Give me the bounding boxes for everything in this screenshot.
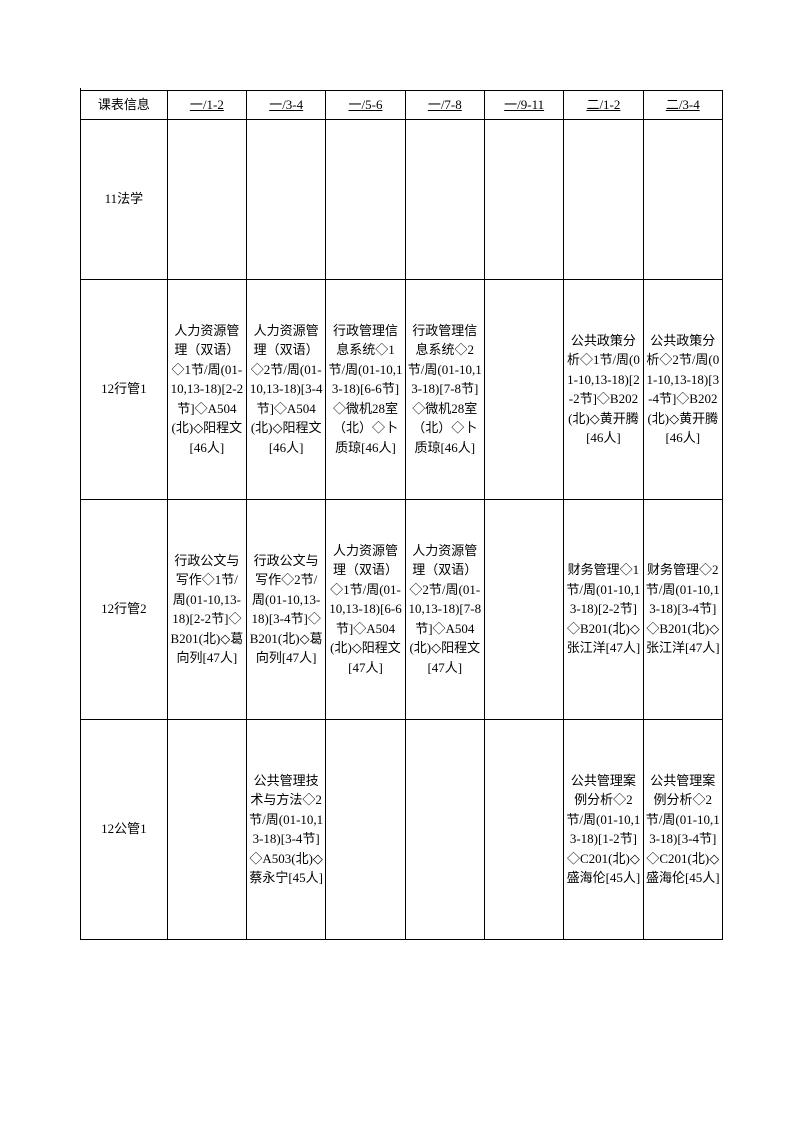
cell: 行政公文与写作◇1节/周(01-10,13-18)[2-2节]◇B201(北)◇… bbox=[167, 499, 246, 719]
cell: 公共管理技术与方法◇2节/周(01-10,13-18)[3-4节]◇A503(北… bbox=[247, 719, 326, 939]
row-label: 12行管2 bbox=[81, 499, 168, 719]
row-label: 11法学 bbox=[81, 119, 168, 279]
header-info: 课表信息 bbox=[81, 91, 168, 120]
cell: 行政管理信息系统◇2节/周(01-10,13-18)[7-8节]◇微机28室（北… bbox=[405, 279, 484, 499]
cell: 人力资源管理（双语）◇2节/周(01-10,13-18)[3-4节]◇A504(… bbox=[247, 279, 326, 499]
cell: 人力资源管理（双语）◇2节/周(01-10,13-18)[7-8节]◇A504(… bbox=[405, 499, 484, 719]
header-tue-3-4: 二/3-4 bbox=[643, 91, 722, 120]
header-mon-3-4: 一/3-4 bbox=[247, 91, 326, 120]
cell bbox=[326, 719, 405, 939]
cell bbox=[484, 279, 563, 499]
row-label: 12行管1 bbox=[81, 279, 168, 499]
table-header-row: 课表信息 一/1-2 一/3-4 一/5-6 一/7-8 一/9-11 二/1-… bbox=[81, 91, 723, 120]
cell bbox=[405, 719, 484, 939]
table-row: 12行管1 人力资源管理（双语）◇1节/周(01-10,13-18)[2-2节]… bbox=[81, 279, 723, 499]
header-mon-7-8: 一/7-8 bbox=[405, 91, 484, 120]
cell bbox=[484, 499, 563, 719]
cell bbox=[564, 119, 643, 279]
table-row: 11法学 bbox=[81, 119, 723, 279]
table-row: 12公管1 公共管理技术与方法◇2节/周(01-10,13-18)[3-4节]◇… bbox=[81, 719, 723, 939]
cell bbox=[247, 119, 326, 279]
header-mon-9-11: 一/9-11 bbox=[484, 91, 563, 120]
header-tue-1-2: 二/1-2 bbox=[564, 91, 643, 120]
table-row: 12行管2 行政公文与写作◇1节/周(01-10,13-18)[2-2节]◇B2… bbox=[81, 499, 723, 719]
cell: 公共政策分析◇2节/周(01-10,13-18)[3-4节]◇B202(北)◇黄… bbox=[643, 279, 722, 499]
cell bbox=[643, 119, 722, 279]
cell: 财务管理◇2节/周(01-10,13-18)[3-4节]◇B201(北)◇张江洋… bbox=[643, 499, 722, 719]
cell bbox=[167, 119, 246, 279]
cell: 公共政策分析◇1节/周(01-10,13-18)[2-2节]◇B202(北)◇黄… bbox=[564, 279, 643, 499]
header-mon-5-6: 一/5-6 bbox=[326, 91, 405, 120]
cell: 人力资源管理（双语）◇1节/周(01-10,13-18)[2-2节]◇A504(… bbox=[167, 279, 246, 499]
cell: 行政管理信息系统◇1节/周(01-10,13-18)[6-6节]◇微机28室（北… bbox=[326, 279, 405, 499]
cell: 行政公文与写作◇2节/周(01-10,13-18)[3-4节]◇B201(北)◇… bbox=[247, 499, 326, 719]
cell: 公共管理案例分析◇2节/周(01-10,13-18)[3-4节]◇C201(北)… bbox=[643, 719, 722, 939]
cell bbox=[484, 119, 563, 279]
row-label: 12公管1 bbox=[81, 719, 168, 939]
header-mon-1-2: 一/1-2 bbox=[167, 91, 246, 120]
cell: 人力资源管理（双语）◇1节/周(01-10,13-18)[6-6节]◇A504(… bbox=[326, 499, 405, 719]
cell bbox=[167, 719, 246, 939]
cell bbox=[326, 119, 405, 279]
cell: 公共管理案例分析◇2节/周(01-10,13-18)[1-2节]◇C201(北)… bbox=[564, 719, 643, 939]
cell bbox=[484, 719, 563, 939]
cell: 财务管理◇1节/周(01-10,13-18)[2-2节]◇B201(北)◇张江洋… bbox=[564, 499, 643, 719]
decorative-vertical-line bbox=[80, 88, 81, 138]
schedule-table: 课表信息 一/1-2 一/3-4 一/5-6 一/7-8 一/9-11 二/1-… bbox=[80, 90, 723, 940]
cell bbox=[405, 119, 484, 279]
